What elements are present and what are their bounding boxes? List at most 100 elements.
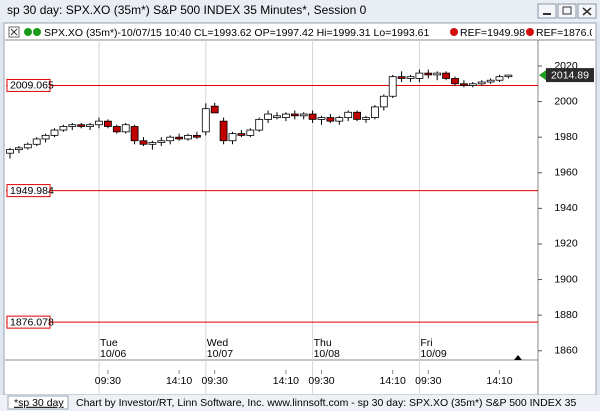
window-title: sp 30 day: SPX.XO (35m*) S&P 500 INDEX 3… (7, 3, 367, 17)
candle-body (273, 115, 281, 118)
ref-label: REF=1949.98 (460, 27, 525, 39)
x-tick-label: 09:30 (415, 375, 441, 387)
candle-body (281, 113, 290, 118)
candle-body (32, 138, 41, 145)
candle-body (228, 133, 237, 142)
y-tick-label: 1960 (554, 167, 578, 179)
date-label: 10/08 (314, 348, 340, 360)
y-tick-label: 1980 (554, 131, 578, 143)
candle-body (112, 126, 121, 133)
ref-label-box (6, 315, 51, 329)
candle-body (451, 78, 459, 85)
date-label: 10/06 (100, 348, 126, 360)
candle-body (486, 79, 495, 83)
y-tick-label: 2000 (554, 95, 578, 107)
x-tick-label: 14:10 (486, 375, 512, 387)
date-label: 10/07 (207, 348, 233, 360)
x-tick-label: 14:10 (273, 375, 299, 387)
ref-dot (450, 28, 458, 36)
status-dot (33, 28, 41, 36)
y-tick-label: 1860 (554, 345, 578, 357)
candle-body (326, 117, 335, 122)
minimize-button[interactable] (537, 3, 557, 19)
candle-body (166, 136, 175, 142)
candle-body (299, 113, 308, 117)
candle-body (86, 124, 94, 127)
close-icon (582, 7, 592, 16)
x-tick-label: 14:10 (380, 375, 406, 387)
x-tick-label: 09:30 (202, 375, 228, 387)
scroll-marker (514, 355, 522, 360)
header-text: SPX.XO (35m*)-10/07/15 10:40 CL=1993.62 … (44, 27, 429, 39)
candle-body (201, 108, 210, 133)
candle-body (95, 120, 103, 126)
status-bar (0, 395, 600, 411)
candle-body (290, 113, 299, 117)
candle-body (68, 124, 77, 127)
candle-body (353, 111, 362, 120)
candle-body (388, 76, 397, 97)
candle-body (50, 129, 59, 136)
candle-body (379, 95, 388, 108)
candle-body (192, 134, 201, 138)
candle-body (139, 140, 148, 145)
candle-body (424, 72, 433, 76)
candle-body (14, 147, 23, 151)
day-label: Thu (314, 337, 332, 349)
candle-body (237, 133, 246, 136)
candle-body (397, 76, 406, 79)
candle-body (121, 124, 130, 133)
candle-body (41, 134, 50, 140)
candle-body (504, 74, 513, 78)
candle-body (157, 140, 166, 143)
candle-body (210, 105, 219, 114)
last-price-box (546, 68, 594, 83)
sheet-tab[interactable] (7, 395, 69, 410)
candle-body (219, 120, 228, 142)
x-tick-label: 14:10 (166, 375, 192, 387)
candle-body (415, 72, 424, 79)
day-label: Fri (420, 337, 432, 349)
ref-label-box (6, 184, 51, 198)
y-tick-label: 1920 (554, 238, 578, 250)
ref-value-label: 2009.065 (10, 80, 54, 92)
candle-body (77, 124, 86, 127)
candle-body (459, 83, 468, 86)
candle-body (23, 143, 32, 149)
candle-body (433, 72, 442, 76)
candle-body (246, 129, 255, 136)
candle-body (264, 113, 273, 120)
day-label: Tue (100, 337, 118, 349)
y-tick-label: 1880 (554, 309, 578, 321)
candle-body (317, 117, 326, 120)
candle-body (468, 83, 477, 86)
ref-dot (526, 28, 534, 36)
day-label: Wed (207, 337, 229, 349)
candle-body (6, 149, 14, 154)
candle-body (148, 142, 157, 145)
last-price-label: 2014.89 (551, 69, 589, 81)
candle-body (308, 113, 317, 120)
candle-body (255, 118, 264, 131)
close-pane-icon (10, 28, 18, 36)
restore-icon (562, 6, 572, 15)
y-tick-label: 1900 (554, 273, 578, 285)
sheet-tab-label[interactable]: *sp 30 day (14, 397, 64, 409)
candle-body (495, 76, 504, 81)
x-tick-label: 09:30 (95, 375, 121, 387)
candle-body (477, 81, 486, 85)
candle-body (335, 117, 344, 122)
title-bar (0, 0, 600, 22)
x-tick-label: 09:30 (308, 375, 334, 387)
candle-body (406, 76, 415, 79)
restore-button[interactable] (557, 3, 577, 19)
candle-body (184, 134, 192, 140)
candle-body (175, 136, 184, 140)
candle-body (104, 120, 112, 127)
ref-value-label: 1876.078 (10, 316, 54, 328)
date-label: 10/09 (420, 348, 446, 360)
ref-label: REF=1876.08 (536, 27, 600, 39)
y-tick-label: 1940 (554, 202, 578, 214)
ref-label-box (6, 78, 51, 92)
